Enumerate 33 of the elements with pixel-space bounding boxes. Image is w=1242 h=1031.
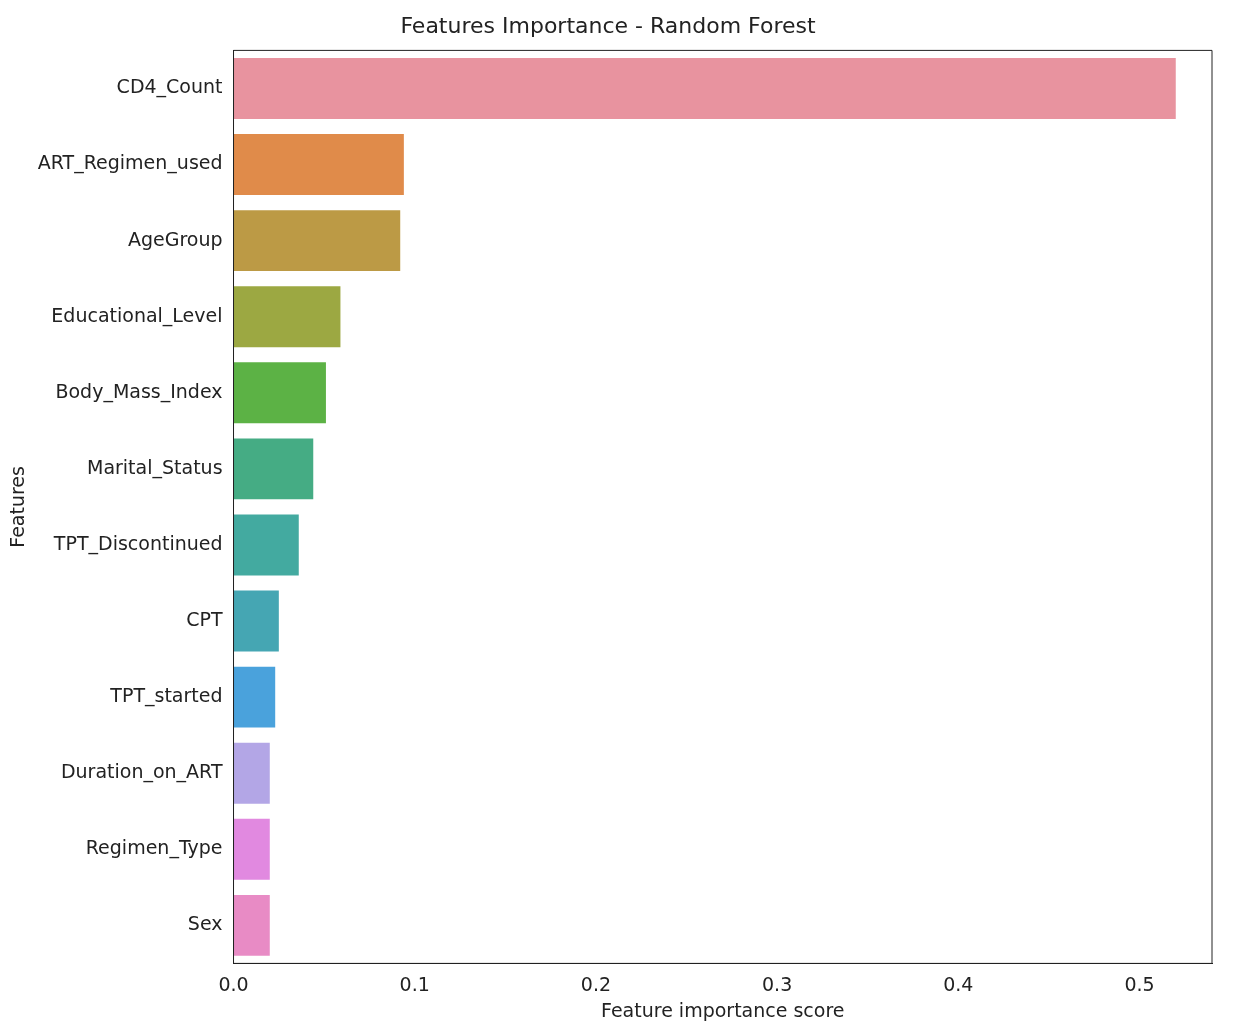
bar xyxy=(233,590,279,652)
bar xyxy=(233,742,270,804)
bar xyxy=(233,666,276,728)
bar xyxy=(233,286,341,348)
y-tick-label: Sex xyxy=(187,912,223,935)
y-axis-title: Features xyxy=(6,466,29,548)
x-tick-label: 0.2 xyxy=(580,972,612,995)
y-tick-label: AgeGroup xyxy=(127,227,223,250)
bar xyxy=(233,362,326,424)
y-tick-label: Body_Mass_Index xyxy=(55,379,223,403)
y-tick-label: TPT_Discontinued xyxy=(52,531,223,555)
x-tick-label: 0.0 xyxy=(218,972,249,995)
bar xyxy=(233,438,314,500)
bar xyxy=(233,210,401,272)
x-tick-label: 0.3 xyxy=(762,972,793,995)
bar xyxy=(233,514,299,576)
bar xyxy=(233,818,270,880)
bar xyxy=(233,894,270,956)
x-tick-label: 0.1 xyxy=(399,972,430,995)
y-tick-label: ART_Regimen_used xyxy=(37,151,223,175)
x-tick-label: 0.4 xyxy=(943,972,974,995)
bar xyxy=(233,134,404,195)
y-tick-label: Regimen_Type xyxy=(85,836,223,860)
y-tick-label: Educational_Level xyxy=(51,303,223,327)
y-tick-label: Marital_Status xyxy=(86,455,223,479)
bar xyxy=(233,58,1176,119)
x-axis-title: Feature importance score xyxy=(601,998,845,1021)
y-tick-label: CD4_Count xyxy=(116,75,223,99)
chart-title: Features Importance - Random Forest xyxy=(400,12,816,38)
y-tick-label: Duration_on_ART xyxy=(60,760,223,784)
y-tick-label: TPT_started xyxy=(109,684,223,708)
x-tick-label: 0.5 xyxy=(1124,972,1155,995)
y-tick-label: CPT xyxy=(186,607,223,630)
